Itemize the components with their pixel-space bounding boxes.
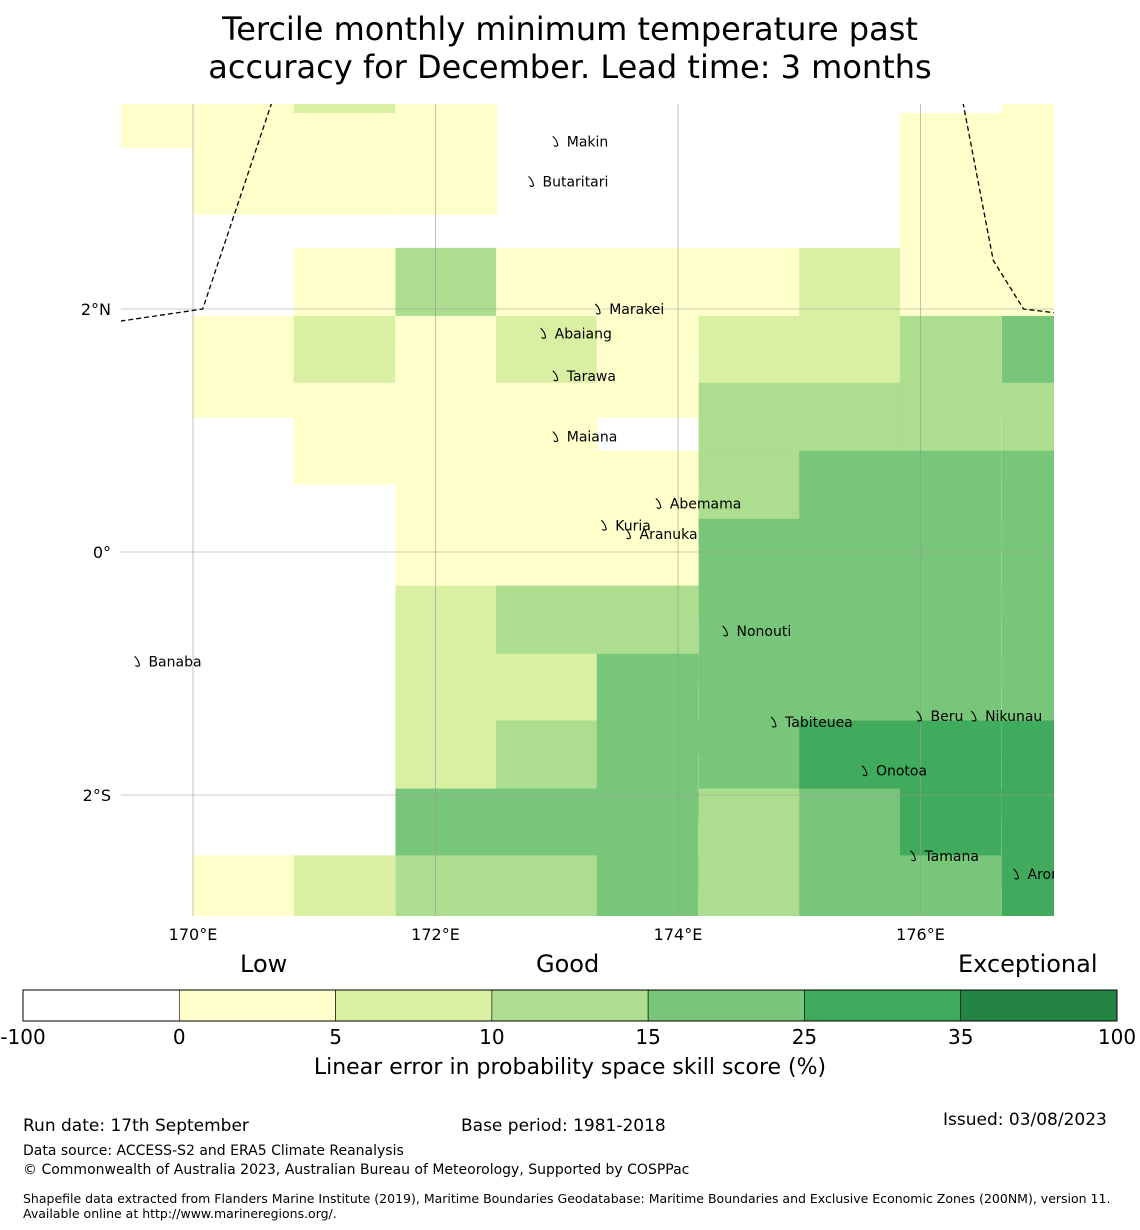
base-period: Base period: 1981-2018 [461,1116,666,1136]
colorbar-segment [804,989,962,1022]
island-label: Nikunau [985,709,1042,725]
colorbar-header-low: Low [240,950,288,978]
issued-date: Issued: 03/08/2023 [943,1110,1107,1130]
eez-boundary-line [121,104,272,322]
island-label: Marakei [609,302,664,318]
island-outline [552,370,559,382]
colorbar-tick-label: 25 [791,1025,818,1049]
island-outline [552,431,559,443]
colorbar-tick-label: 0 [172,1025,186,1049]
eez-boundary-line [962,104,1054,314]
copyright: © Commonwealth of Australia 2023, Austra… [23,1162,690,1178]
skill-grid [121,104,1054,916]
colorbar-tick-label: 100 [1097,1025,1137,1049]
island-outline [625,528,632,540]
lat-tick-label: 0° [93,543,111,562]
island-label: Beru [931,709,964,725]
island-outline [916,710,923,722]
island-label: Abaiang [555,326,612,342]
colorbar-segment [491,989,649,1022]
colorbar-segment [178,989,336,1022]
grid-cell [193,855,295,916]
island-outline [770,716,777,728]
graticule [121,104,1054,916]
island-layer: Makin Butaritari Marakei Abaiang Tarawa Maian… [134,134,1075,883]
eez-boundaries [121,104,1054,322]
island-label: Kuria [615,518,651,534]
colorbar-tick-label: 10 [479,1025,505,1049]
lat-tick-label: 2°S [83,786,111,805]
grid-cell [496,855,598,916]
map-title: Tercile monthly minimum temperature past… [0,10,1140,86]
island-outline [594,303,601,315]
grid-cell [293,382,396,485]
grid-cell [293,113,396,215]
island-label: Nonouti [737,624,792,640]
island-outline [655,497,662,509]
island-outline [540,327,547,339]
grid-cell [193,113,295,215]
grid-cell [899,855,1002,916]
island-outline [600,519,607,531]
title-line-1: Tercile monthly minimum temperature past [222,10,918,48]
island-label: Tamana [923,849,978,865]
grid-cell [698,855,801,916]
grid-cell [596,315,699,418]
map-figure: Makin Butaritari Marakei Abaiang Tarawa Maian… [81,104,1075,944]
lon-tick-label: 176°E [896,925,945,944]
colorbar-segment [960,989,1118,1022]
island-label: Tabiteuea [784,715,853,731]
lon-tick-label: 172°E [411,925,460,944]
colorbar-label: Linear error in probability space skill … [313,1055,827,1080]
colorbar [22,989,1118,1022]
island-label: Onotoa [876,764,927,780]
island-outline [910,850,917,862]
grid-cell [596,855,699,916]
colorbar-tick-label: 15 [635,1025,661,1049]
island-label: Butaritari [543,174,609,190]
grid-cell [395,855,498,916]
colorbar-header-exceptional: Exceptional [958,950,1098,978]
shapefile-credit: Shapefile data extracted from Flanders M… [23,1191,1111,1221]
data-source: Data source: ACCESS-S2 and ERA5 Climate … [23,1143,404,1159]
grid-cell [395,113,498,215]
colorbar-segment [335,989,493,1022]
island-outline [134,655,141,667]
lat-tick-label: 2°N [81,300,111,319]
island-outline [552,135,559,147]
island-label: Abemama [670,496,742,512]
colorbar-tick-label: 5 [329,1025,342,1049]
island-outline [722,625,729,637]
island-label: Makin [567,134,609,150]
island-outline [970,710,977,722]
colorbar-segment [22,989,180,1022]
colorbar-tick-label: 35 [947,1025,974,1049]
colorbar-segment [647,989,805,1022]
lon-tick-label: 170°E [169,925,218,944]
island-label: Maiana [567,430,618,446]
grid-cell [293,855,396,916]
grid-cell [193,315,295,418]
island-label: Aranuka [640,527,698,543]
colorbar-header-good: Good [536,950,600,978]
island-outline [1013,868,1020,880]
lon-tick-label: 174°E [654,925,703,944]
island-label: Tarawa [566,369,616,385]
island-label: Arorae [1028,867,1075,883]
title-line-2: accuracy for December. Lead time: 3 mont… [208,48,932,86]
axis-tick-labels: 170°E 172°E 174°E 176°E 2°N 0° 2°S [81,300,945,944]
run-date: Run date: 17th September [23,1116,249,1136]
grid-cell [799,855,901,916]
grid-cell [1001,855,1054,916]
island-outline [861,765,868,777]
island-outline [528,175,535,187]
island-label: Banaba [148,654,201,670]
colorbar-tick-label: -100 [0,1025,46,1049]
